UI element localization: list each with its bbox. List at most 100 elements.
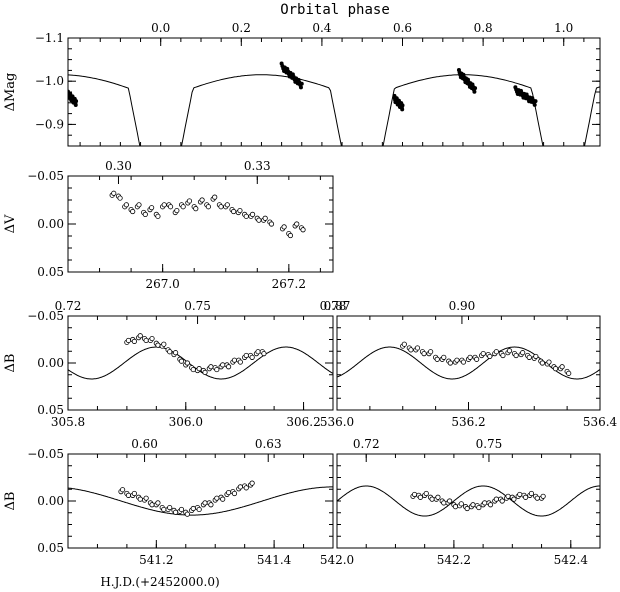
data-point: [243, 485, 249, 491]
data-point: [143, 337, 149, 344]
top-tick-label: 0.60: [131, 437, 158, 451]
plot-area: [68, 480, 333, 517]
panel-frame: [67, 315, 334, 411]
plot-area: [68, 333, 333, 380]
data-point: [460, 359, 467, 365]
plot-area: [337, 485, 600, 517]
y-tick-label: −0.05: [27, 309, 64, 323]
top-tick-label: 0.8: [474, 21, 493, 35]
data-point: [231, 490, 238, 497]
data-point: [161, 506, 167, 513]
data-point: [186, 198, 193, 204]
data-point: [73, 103, 78, 108]
model-curve: [68, 74, 600, 146]
data-point: [487, 502, 494, 508]
top-tick-label: 0.78: [320, 299, 347, 313]
data-point: [441, 500, 447, 506]
y-tick-label: −1.1: [35, 31, 64, 45]
data-point: [237, 359, 243, 365]
data-point: [202, 369, 208, 375]
model-curve: [337, 485, 600, 517]
data-point: [552, 366, 559, 372]
data-point: [447, 360, 453, 366]
data-point: [249, 211, 256, 217]
data-point: [180, 204, 186, 210]
top-tick-label: 0.30: [105, 159, 132, 173]
data-point: [202, 500, 208, 506]
top-tick-label: 0.72: [353, 437, 380, 451]
panel-p6: 0.72 0.75 542.0 542.2 542.4: [320, 437, 601, 567]
data-point: [172, 509, 179, 515]
y-tick-label: −1.0: [35, 74, 64, 88]
data-point: [237, 484, 243, 490]
y-tick-label: 0.05: [37, 403, 64, 417]
panel-p5: 0.60 0.63 541.2 541.4 −0.05 0.00 0.05 ΔB: [3, 437, 334, 567]
bottom-axis-title: H.J.D.(+2452000.0): [100, 575, 219, 589]
data-point: [493, 349, 499, 355]
data-point: [487, 353, 493, 360]
y-tick-label: 0.00: [37, 494, 64, 508]
data-point: [520, 350, 526, 356]
data-point: [231, 357, 238, 363]
plot-area: [337, 341, 600, 380]
panel-p4: 0.87 0.90 536.0 536.2 536.4: [320, 299, 618, 429]
data-point: [532, 102, 537, 107]
data-point: [178, 506, 185, 513]
data-point: [294, 221, 300, 227]
model-curve: [68, 346, 333, 380]
model-curve: [68, 486, 333, 516]
bottom-tick-label: 541.2: [139, 553, 173, 567]
data-point: [174, 207, 180, 214]
data-point: [435, 494, 441, 500]
data-point: [184, 511, 190, 517]
data-point: [470, 502, 476, 508]
data-point: [149, 205, 155, 211]
data-point: [452, 504, 459, 510]
data-point: [220, 496, 226, 502]
data-point: [499, 498, 505, 504]
data-point: [500, 352, 506, 359]
data-point: [214, 366, 220, 373]
top-tick-label: 0.4: [312, 21, 331, 35]
data-point: [534, 495, 540, 501]
data-point: [281, 224, 287, 230]
data-point: [149, 335, 155, 342]
data-point: [208, 502, 214, 508]
y-axis-label: ΔMag: [3, 73, 18, 112]
data-point: [125, 337, 132, 344]
data-point: [421, 350, 427, 357]
data-point: [256, 217, 262, 223]
data-point: [212, 194, 218, 200]
bottom-tick-label: 536.0: [320, 415, 354, 429]
data-point: [130, 208, 136, 215]
data-point: [559, 364, 565, 370]
y-tick-label: −0.05: [27, 447, 64, 461]
data-point: [249, 354, 255, 360]
top-tick-label: 0.0: [151, 21, 170, 35]
data-point: [414, 345, 421, 351]
data-point: [262, 215, 268, 221]
data-point: [225, 364, 232, 370]
data-point: [526, 354, 532, 360]
y-tick-label: 0.05: [37, 541, 64, 555]
data-point: [482, 500, 488, 506]
data-point: [249, 480, 255, 486]
data-point: [408, 347, 414, 353]
data-point: [136, 202, 142, 208]
data-point: [458, 501, 464, 507]
data-point: [454, 357, 460, 363]
panel-p1: 0.0 0.2 0.4 0.6 0.8 1.0 −1.1 −1.0 −0.9 ΔMag: [3, 21, 601, 147]
data-point: [255, 349, 261, 355]
data-point: [161, 202, 167, 208]
bottom-tick-label: 541.4: [257, 553, 292, 567]
data-point: [476, 504, 482, 511]
top-tick-label: 0.75: [184, 299, 211, 313]
y-axis-label: ΔB: [3, 354, 18, 373]
y-axis-label: ΔB: [3, 492, 18, 511]
data-point: [506, 348, 513, 354]
model-curve: [337, 346, 600, 380]
top-tick-label: 0.90: [449, 299, 476, 313]
data-point: [447, 498, 453, 504]
data-point: [400, 107, 405, 112]
data-point: [513, 352, 519, 359]
